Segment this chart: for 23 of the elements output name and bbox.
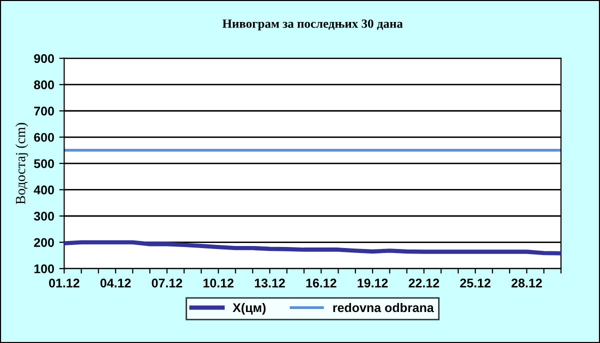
x-tick-label: 28.12: [512, 278, 542, 288]
x-tick-label: 04.12: [100, 278, 131, 288]
x-tick-label: 22.12: [408, 278, 440, 288]
y-tick-label: 700: [34, 106, 54, 116]
legend-label: X(цм): [232, 302, 266, 315]
y-tick-label: 900: [34, 54, 54, 63]
y-tick-label: 300: [34, 212, 54, 221]
x-tick-label: 19.12: [358, 278, 388, 288]
x-tick-label: 16.12: [306, 278, 336, 288]
y-tick-label: 800: [34, 80, 54, 90]
legend-label: redovna odbrana: [333, 302, 434, 312]
y-axis-title: Водостај (cm): [15, 122, 28, 204]
x-tick-label: 25.12: [460, 278, 490, 288]
x-tick-label: 10.12: [204, 278, 234, 288]
x-tick-label: 01.12: [49, 278, 80, 288]
y-tick-label: 400: [34, 186, 54, 194]
y-tick-label: 100: [34, 264, 54, 274]
chart-title: Нивограм за последњих 30 дана: [222, 19, 403, 30]
y-tick-label: 600: [34, 132, 54, 142]
x-tick-label: 13.12: [254, 278, 285, 288]
y-tick-label: 200: [34, 238, 54, 247]
x-tick-label: 07.12: [152, 278, 182, 288]
y-tick-label: 500: [34, 159, 54, 168]
